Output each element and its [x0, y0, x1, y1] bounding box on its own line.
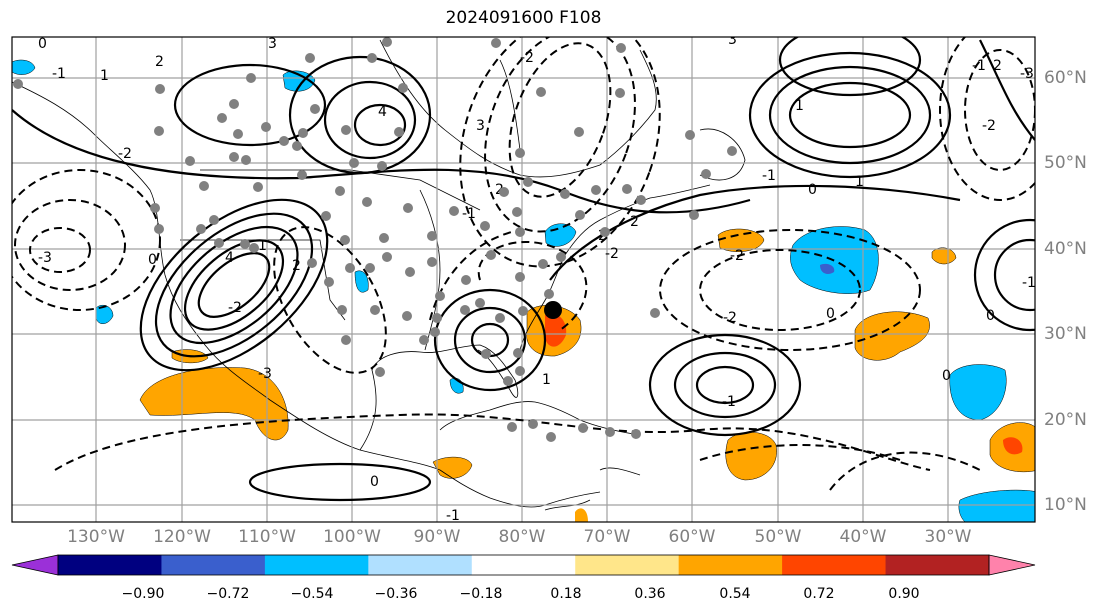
contour-label: 3 [268, 36, 277, 52]
storm-center-marker [544, 301, 562, 319]
contour-label: 0 [148, 252, 157, 268]
contour-label: 2 [292, 258, 301, 274]
contour-label: -3 [38, 250, 52, 266]
contour-label: -1 [972, 58, 986, 74]
latitude-label: 40°N [1044, 239, 1087, 259]
longitude-label: 70°W [583, 527, 631, 547]
contour-label: -2 [605, 246, 619, 262]
longitude-label: 120°W [153, 527, 211, 547]
contour-label: 2 [993, 58, 1002, 74]
contour-label: -1 [1022, 275, 1036, 291]
contour-label: -3 [1020, 66, 1034, 82]
contour-label: 0 [942, 368, 951, 384]
colorbar-frame [57, 554, 990, 576]
latitude-label: 10°N [1044, 495, 1087, 515]
colorbar-segment [161, 555, 266, 575]
latitude-label: 50°N [1044, 153, 1087, 173]
contour-label: -2 [982, 118, 996, 134]
contour-label: 0 [370, 474, 379, 490]
contour-label: 4 [378, 104, 387, 120]
contour-label: 4 [225, 250, 234, 266]
contour-label: 1 [542, 372, 551, 388]
colorbar-segment [264, 555, 369, 575]
contour-label: 1 [100, 68, 109, 84]
positive-contours [12, 37, 1035, 502]
longitude-label: 40°W [839, 527, 887, 547]
map-title: 2024091600 F108 [445, 8, 602, 28]
colorbar-segment [58, 555, 162, 575]
longitude-label: 30°W [924, 527, 972, 547]
latitude-label: 30°N [1044, 324, 1087, 344]
contour-label: -1 [462, 206, 476, 222]
contour-label: 1 [795, 98, 804, 114]
contour-label: 0 [826, 306, 835, 322]
latitude-label: 60°N [1044, 68, 1087, 88]
colorbar-label: −0.36 [374, 586, 418, 602]
colorbar [11, 554, 1036, 576]
colorbar-label: 0.90 [888, 586, 920, 602]
contour-label: 0 [808, 182, 817, 198]
colorbar-segment [368, 555, 473, 575]
contour-label: -1 [722, 394, 736, 410]
contour-label: -2 [118, 146, 132, 162]
station-dots [13, 37, 737, 442]
colorbar-label: −0.90 [121, 586, 165, 602]
colorbar-extend-low [11, 554, 59, 576]
contour-label: -1 [52, 66, 66, 82]
longitude-label: 130°W [67, 527, 125, 547]
contour-label: -1 [446, 508, 460, 524]
colorbar-label: −0.54 [290, 586, 334, 602]
coastlines-borders [12, 39, 746, 511]
contour-label: -1 [762, 168, 776, 184]
colorbar-segment [678, 555, 783, 575]
contour-label: -2 [730, 248, 744, 264]
contour-label: 2 [155, 54, 164, 70]
contour-label: 3 [476, 118, 485, 134]
colorbar-extend-high [988, 554, 1036, 576]
longitude-label: 100°W [323, 527, 381, 547]
contour-label: -2 [520, 50, 534, 66]
contour-label: -2 [723, 310, 737, 326]
longitude-label: 110°W [238, 527, 296, 547]
colorbar-label: 0.54 [719, 586, 751, 602]
graticule [12, 37, 1035, 522]
colorbar-segment [782, 555, 887, 575]
longitude-label: 60°W [668, 527, 716, 547]
colorbar-segment [471, 555, 576, 575]
contour-label: -2 [228, 300, 242, 316]
colorbar-label: −0.18 [459, 586, 503, 602]
latitude-label: 20°N [1044, 410, 1087, 430]
contour-label: 1 [258, 238, 267, 254]
contour-label: 0 [986, 308, 995, 324]
contour-label: 1 [855, 174, 864, 190]
colorbar-label: −0.72 [206, 586, 250, 602]
colorbar-label: 0.18 [550, 586, 582, 602]
contour-label: -3 [258, 366, 272, 382]
longitude-label: 90°W [413, 527, 461, 547]
longitude-label: 80°W [498, 527, 546, 547]
contour-label: 2 [630, 214, 639, 230]
colorbar-segment [575, 555, 680, 575]
colorbar-label: 0.36 [634, 586, 666, 602]
contour-label: 0 [38, 36, 47, 52]
contour-label: 3 [728, 32, 737, 48]
shaded-anomaly-regions [12, 59, 1035, 522]
longitude-label: 50°W [754, 527, 802, 547]
colorbar-segment [885, 555, 990, 575]
colorbar-label: 0.72 [803, 586, 835, 602]
